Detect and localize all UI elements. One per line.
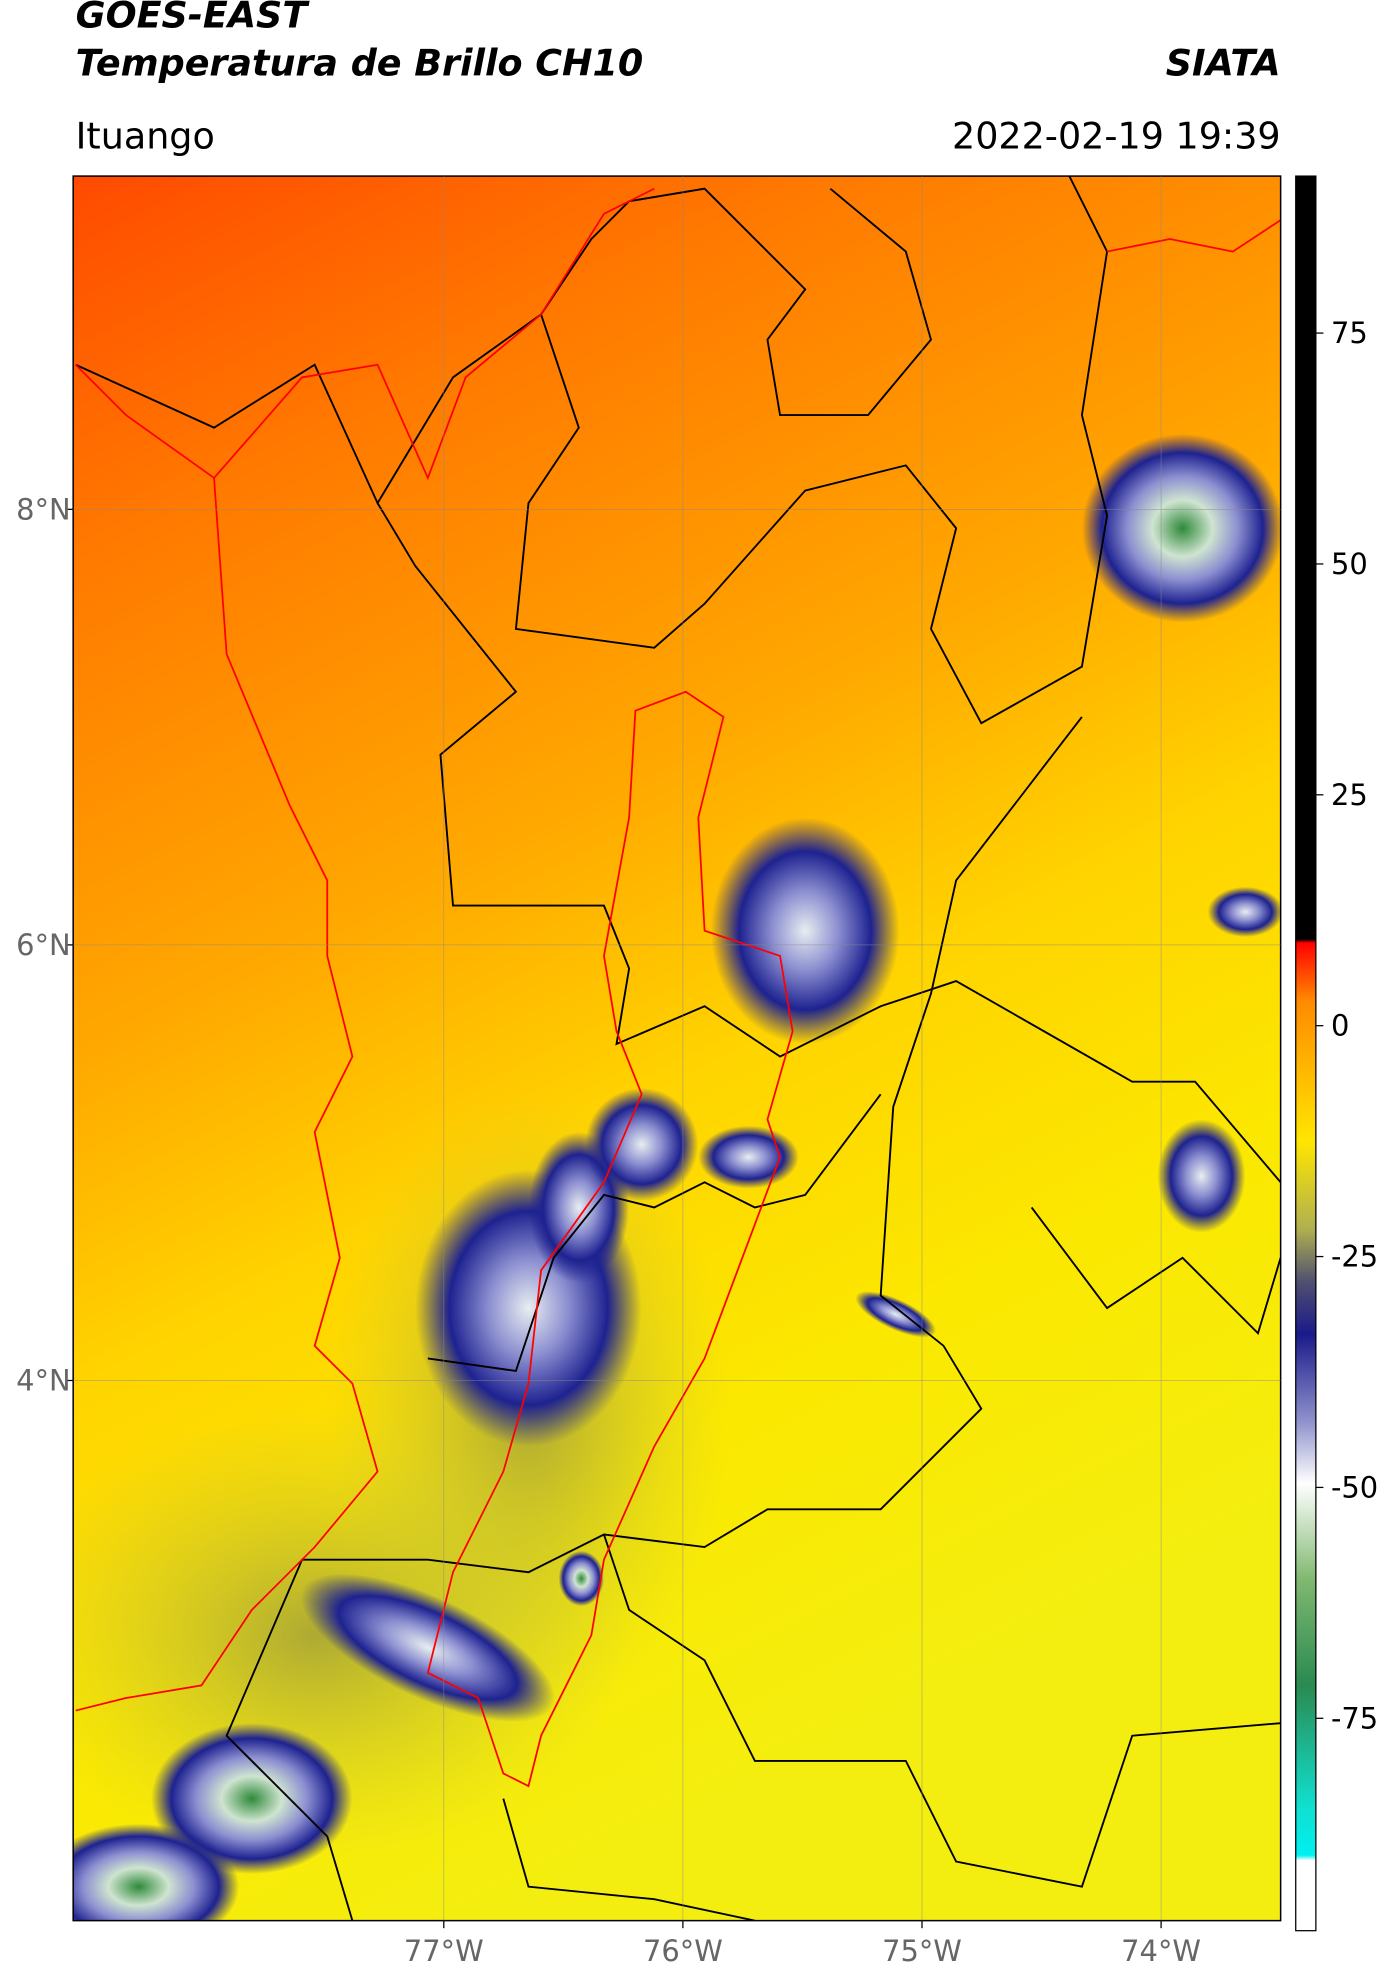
x-tick-label: 76°W xyxy=(643,1934,723,1968)
y-tick-label: 8°N xyxy=(16,492,70,526)
organization: SIATA xyxy=(1166,41,1281,84)
colorbar-tick-label: -25 xyxy=(1331,1240,1378,1274)
x-tick-label: 77°W xyxy=(404,1934,484,1968)
y-tick-label: 4°N xyxy=(16,1364,70,1398)
map-image xyxy=(73,176,1281,1921)
colorbar-tick-label: 25 xyxy=(1331,778,1368,812)
colorbar-tick-label: -50 xyxy=(1331,1470,1378,1504)
x-tick-label: 74°W xyxy=(1121,1934,1201,1968)
colorbar-tick-label: 50 xyxy=(1331,547,1368,581)
title: GOES-EAST xyxy=(76,0,311,37)
colorbar-tick-label: 0 xyxy=(1331,1009,1349,1043)
x-tick-label: 75°W xyxy=(882,1934,962,1968)
colorbar-tick-label: -75 xyxy=(1331,1701,1378,1735)
subtitle: Temperatura de Brillo CH10 xyxy=(76,41,644,84)
colorbar xyxy=(1295,175,1317,1932)
map-frame xyxy=(72,175,1282,1922)
region: Ituango xyxy=(76,114,215,157)
colorbar-tick-label: 75 xyxy=(1331,316,1368,350)
datetime: 2022-02-19 19:39 xyxy=(952,114,1281,157)
y-tick-label: 6°N xyxy=(16,928,70,962)
